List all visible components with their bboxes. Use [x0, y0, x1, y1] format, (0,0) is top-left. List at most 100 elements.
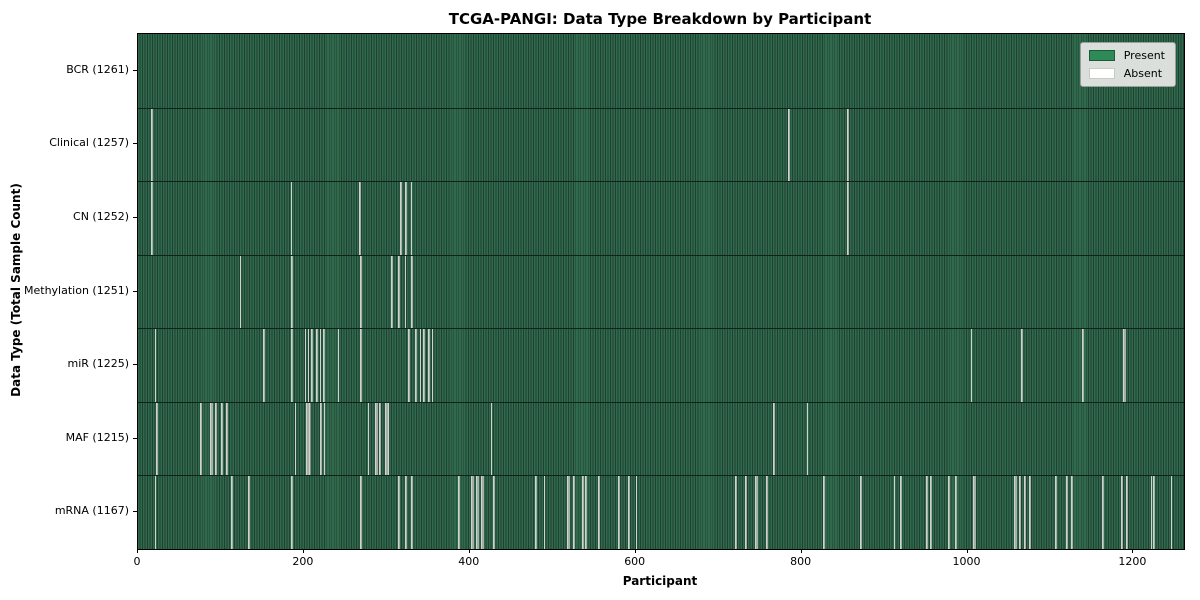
absent-stripe	[408, 329, 411, 402]
absent-stripe	[1101, 476, 1104, 549]
absent-stripe	[948, 476, 951, 549]
absent-stripe	[598, 476, 601, 549]
x-tick-label: 800	[790, 555, 812, 568]
absent-stripe	[156, 402, 158, 476]
y-tick-label: Methylation (1251)	[24, 283, 129, 297]
absent-stripe	[1123, 329, 1126, 402]
absent-stripe	[635, 476, 638, 549]
absent-stripe	[930, 476, 932, 549]
absent-stripe	[585, 476, 587, 549]
x-tick-label: 0	[133, 555, 141, 568]
plot-area: Present Absent	[137, 33, 1185, 550]
absent-stripe	[230, 476, 233, 549]
y-tick-label: MAF (1215)	[65, 430, 129, 444]
absent-stripe	[225, 402, 229, 476]
absent-stripe	[400, 182, 402, 255]
absent-stripe	[385, 402, 389, 476]
absent-stripe	[628, 476, 630, 549]
x-tick-label: 1000	[952, 555, 981, 568]
absent-stripe	[847, 108, 849, 182]
absent-stripe	[323, 402, 326, 476]
y-tick-mark	[133, 290, 137, 292]
absent-stripe	[420, 329, 422, 402]
absent-stripe	[973, 476, 976, 549]
x-tick-label: 600	[624, 555, 646, 568]
absent-stripe	[955, 476, 957, 549]
absent-stripe	[423, 329, 425, 402]
absent-stripe	[1066, 476, 1068, 549]
absent-stripe	[311, 329, 314, 402]
absent-stripe	[481, 476, 484, 549]
absent-stripe	[367, 402, 370, 476]
absent-stripe	[1150, 476, 1153, 549]
y-tick-label: CN (1252)	[73, 209, 129, 223]
absent-stripe	[263, 329, 265, 402]
y-tick-mark	[133, 364, 137, 366]
absent-stripe	[765, 476, 768, 549]
absent-stripe	[291, 476, 294, 549]
y-tick-mark	[133, 511, 137, 513]
absent-stripe	[806, 402, 809, 476]
absent-stripe	[860, 476, 863, 549]
absent-stripe	[304, 329, 307, 402]
absent-stripe	[360, 476, 362, 549]
row-band-mir	[138, 328, 1184, 402]
legend-item-absent: Absent	[1088, 67, 1165, 80]
absent-stripe	[405, 476, 407, 549]
absent-stripe	[543, 476, 546, 549]
absent-stripe	[1055, 476, 1058, 549]
legend-swatch-present	[1088, 50, 1115, 61]
absent-stripe	[823, 476, 825, 549]
row-band-methylation	[138, 254, 1184, 329]
absent-stripe	[1018, 476, 1022, 549]
legend: Present Absent	[1079, 42, 1176, 87]
legend-label: Present	[1123, 49, 1165, 62]
y-tick-label: miR (1225)	[67, 357, 130, 371]
x-tick-mark	[800, 549, 802, 553]
absent-stripe	[535, 476, 537, 549]
absent-stripe	[210, 402, 213, 476]
absent-stripe	[1125, 476, 1128, 549]
absent-stripe	[410, 182, 413, 255]
absent-stripe	[1170, 476, 1173, 549]
absent-stripe	[1021, 329, 1024, 402]
absent-stripe	[926, 476, 928, 549]
y-tick-mark	[133, 143, 137, 145]
x-tick-mark	[1132, 549, 1134, 553]
x-tick-mark	[966, 549, 968, 553]
absent-stripe	[755, 476, 759, 549]
absent-stripe	[337, 329, 340, 402]
x-axis-label: Participant	[622, 574, 698, 588]
absent-stripe	[1081, 329, 1084, 402]
absent-stripe	[220, 402, 224, 476]
absent-stripe	[290, 182, 293, 255]
absent-stripe	[360, 255, 362, 329]
absent-stripe	[431, 329, 434, 402]
x-tick-mark	[634, 549, 636, 553]
absent-stripe	[316, 329, 318, 402]
absent-stripe	[405, 182, 407, 255]
absent-stripe	[306, 402, 311, 476]
absent-stripe	[788, 108, 790, 182]
absent-stripe	[1120, 476, 1123, 549]
absent-stripe	[900, 476, 902, 549]
x-tick-label: 1200	[1118, 555, 1147, 568]
absent-stripe	[291, 255, 294, 329]
row-band-mrna	[138, 475, 1184, 549]
absent-stripe	[581, 476, 585, 549]
absent-stripe	[154, 476, 156, 549]
legend-label: Absent	[1123, 67, 1163, 80]
absent-stripe	[360, 329, 362, 402]
absent-stripe	[200, 402, 202, 476]
y-tick-mark	[133, 216, 137, 218]
x-tick-label: 200	[292, 555, 314, 568]
absent-stripe	[735, 476, 737, 549]
absent-stripe	[1013, 476, 1018, 549]
absent-stripe	[154, 329, 156, 402]
absent-stripe	[151, 108, 153, 182]
absent-stripe	[151, 182, 153, 255]
absent-stripe	[322, 329, 325, 402]
absent-stripe	[308, 329, 310, 402]
absent-stripe	[893, 476, 896, 549]
absent-stripe	[398, 255, 400, 329]
